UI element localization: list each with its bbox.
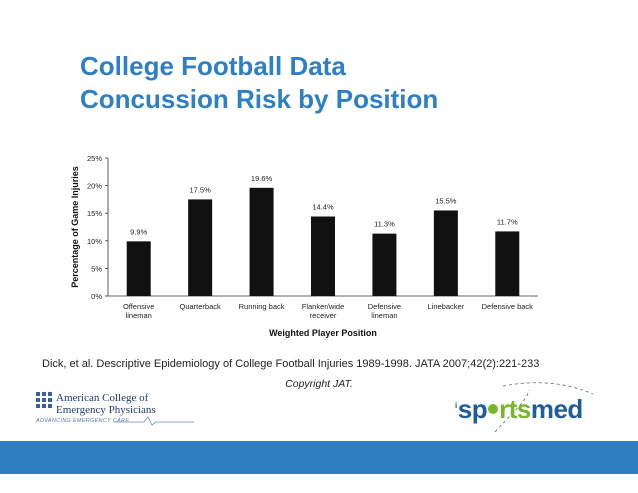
pulse-line-icon [114, 416, 194, 426]
y-tick-label: 10% [87, 237, 102, 246]
x-tick-label: lineman [371, 311, 397, 320]
acep-name: American College of Emergency Physicians [56, 392, 156, 416]
bar [311, 216, 335, 296]
ball-icon [488, 404, 499, 414]
x-tick-label: receiver [310, 311, 337, 320]
x-tick-label: Offensive [123, 302, 155, 311]
x-tick-label: Defensive back [482, 302, 534, 311]
bar [433, 210, 458, 296]
bar [188, 199, 213, 296]
x-axis-label: Weighted Player Position [269, 328, 377, 338]
x-tick-label: Linebacker [428, 302, 465, 311]
bar-value-label: 15.5% [435, 196, 457, 205]
slide-title: College Football Data Concussion Risk by… [80, 50, 438, 116]
y-tick-label: 20% [87, 182, 102, 191]
bar-value-label: 19.6% [251, 174, 273, 183]
swoosh-icon [494, 382, 594, 433]
isportsmed-sp: sp [457, 394, 488, 424]
isportsmed-logo: isp rtsmed [455, 380, 595, 438]
x-tick-label: lineman [126, 311, 152, 320]
bar-value-label: 9.9% [130, 227, 147, 236]
bar-value-label: 11.7% [497, 217, 518, 226]
x-tick-label: Quarterback [180, 302, 222, 311]
bar [372, 233, 397, 296]
footer-bar [0, 441, 638, 474]
bar-value-label: 11.3% [374, 220, 395, 229]
y-tick-label: 25% [87, 154, 102, 163]
x-tick-label: Defensive [368, 302, 401, 311]
bar-value-label: 17.5% [190, 185, 212, 194]
bar [249, 187, 274, 296]
bar [126, 241, 151, 296]
y-tick-label: 15% [87, 209, 102, 218]
bar-chart: 0% 5% 10% 15% 20% 25% Percentage of Game Injur… [70, 154, 538, 338]
acep-name-line-1: American College of [56, 392, 149, 404]
y-axis-label: Percentage of Game Injuries [70, 166, 80, 288]
acep-tagline: ADVANCING EMERGENCY CARE [36, 418, 130, 424]
isportsmed-med: med [530, 394, 583, 424]
acep-logo: American College of Emergency Physicians… [36, 392, 194, 432]
y-tick-label: 5% [91, 264, 102, 273]
title-line-2: Concussion Risk by Position [80, 84, 439, 114]
acep-grid-icon [36, 392, 52, 408]
copyright-text: Copyright JAT. [285, 378, 353, 390]
title-line-1: College Football Data [80, 51, 346, 81]
acep-name-line-2: Emergency Physicians [56, 404, 156, 416]
y-tick-label: 0% [91, 292, 102, 301]
isportsmed-rts: rts [499, 394, 531, 424]
isportsmed-wordmark: isp rtsmed [455, 394, 583, 425]
isportsmed-prefix: i [455, 401, 457, 410]
x-tick-label: Running back [239, 302, 285, 311]
bar-value-label: 14.4% [312, 203, 334, 212]
x-tick-label: Flanker/wide [302, 302, 345, 311]
citation-text: Dick, et al. Descriptive Epidemiology of… [42, 358, 540, 370]
bar [495, 231, 520, 296]
